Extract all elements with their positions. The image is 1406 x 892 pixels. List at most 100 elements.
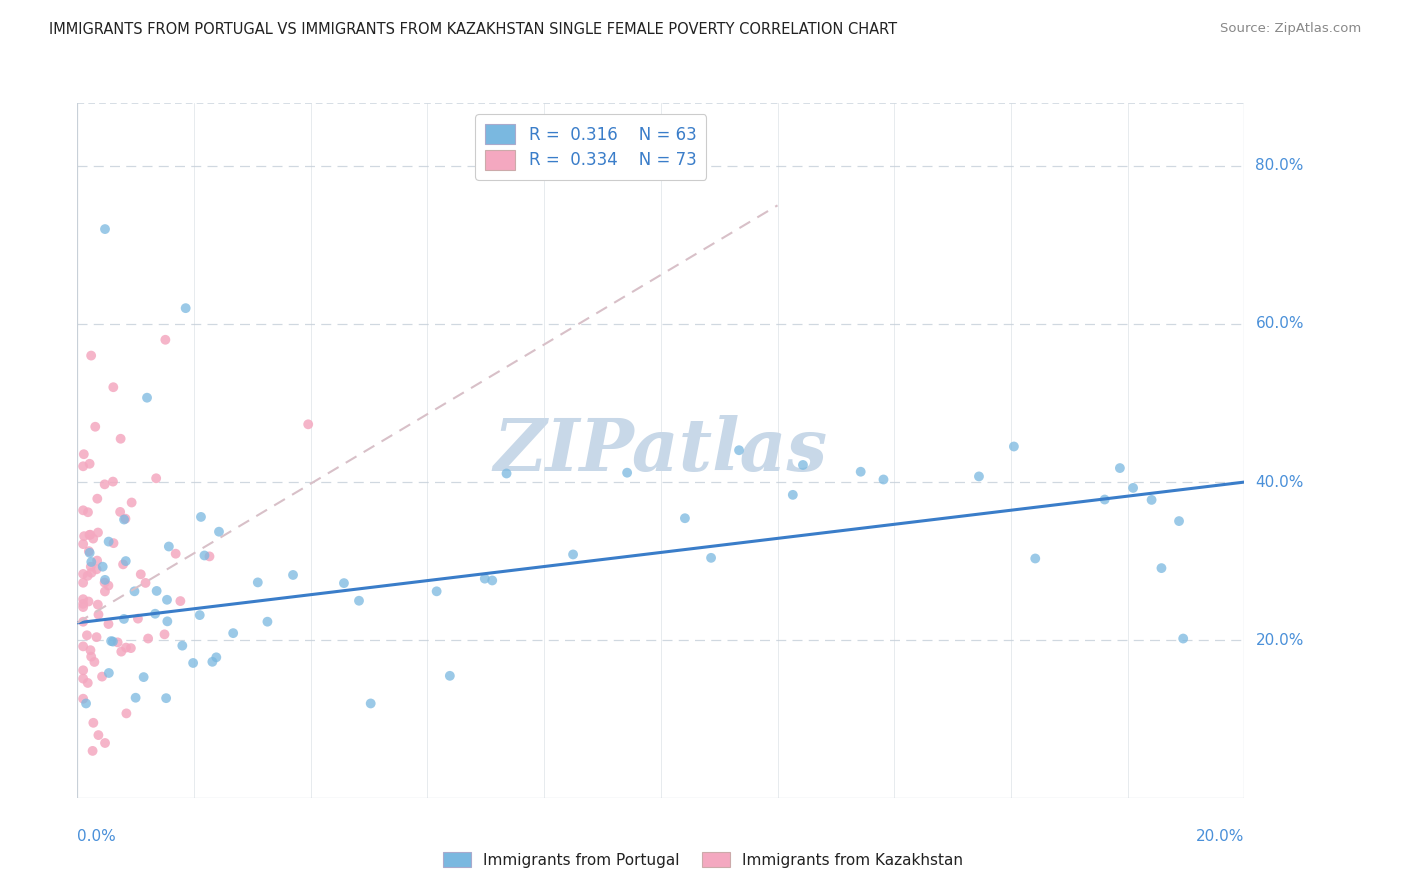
Point — [115, 706, 138, 721]
Point — [562, 548, 585, 562]
Point — [77, 594, 100, 608]
Point — [967, 469, 990, 483]
Point — [73, 447, 96, 461]
Point — [79, 643, 101, 657]
Point — [97, 617, 120, 632]
Point — [1150, 561, 1173, 575]
Point — [616, 466, 638, 480]
Point — [80, 649, 103, 664]
Point — [156, 592, 179, 607]
Point — [101, 634, 124, 648]
Point — [94, 584, 117, 599]
Point — [94, 222, 117, 236]
Point — [72, 537, 94, 551]
Point — [129, 567, 152, 582]
Point — [124, 584, 146, 599]
Point — [155, 691, 177, 706]
Point — [82, 715, 104, 730]
Point — [188, 608, 211, 623]
Point — [112, 612, 135, 626]
Point — [481, 574, 503, 588]
Point — [190, 510, 212, 524]
Point — [93, 477, 115, 491]
Point — [87, 607, 110, 622]
Text: Source: ZipAtlas.com: Source: ZipAtlas.com — [1220, 22, 1361, 36]
Point — [73, 529, 96, 543]
Point — [83, 655, 105, 669]
Point — [76, 569, 98, 583]
Point — [1173, 632, 1195, 646]
Point — [97, 665, 120, 680]
Point — [72, 672, 94, 686]
Point — [80, 559, 103, 574]
Point — [782, 488, 804, 502]
Point — [849, 465, 872, 479]
Point — [193, 549, 215, 563]
Text: 80.0%: 80.0% — [1256, 159, 1303, 173]
Point — [474, 572, 496, 586]
Text: 20.0%: 20.0% — [1256, 632, 1303, 648]
Point — [1140, 492, 1163, 507]
Point — [426, 584, 449, 599]
Point — [94, 573, 117, 587]
Point — [77, 505, 100, 519]
Text: 40.0%: 40.0% — [1256, 475, 1303, 490]
Point — [205, 650, 228, 665]
Point — [72, 566, 94, 581]
Point — [673, 511, 696, 525]
Point — [155, 333, 177, 347]
Point — [136, 632, 159, 646]
Point — [121, 495, 143, 509]
Point — [181, 656, 204, 670]
Point — [198, 549, 221, 564]
Point — [72, 600, 94, 615]
Point — [72, 459, 94, 474]
Point — [174, 301, 197, 315]
Point — [80, 349, 103, 363]
Text: 0.0%: 0.0% — [77, 829, 117, 844]
Point — [136, 391, 159, 405]
Point — [153, 627, 176, 641]
Point — [82, 744, 104, 758]
Point — [86, 553, 108, 567]
Point — [87, 525, 110, 540]
Point — [1002, 440, 1025, 454]
Point — [333, 576, 356, 591]
Legend: R =  0.316    N = 63, R =  0.334    N = 73: R = 0.316 N = 63, R = 0.334 N = 73 — [475, 114, 706, 179]
Text: 20.0%: 20.0% — [1197, 829, 1244, 844]
Point — [360, 697, 382, 711]
Point — [1094, 492, 1116, 507]
Point — [439, 669, 461, 683]
Point — [77, 544, 100, 558]
Point — [222, 626, 245, 640]
Point — [76, 628, 98, 642]
Point — [72, 640, 94, 654]
Point — [86, 630, 108, 644]
Point — [208, 524, 231, 539]
Point — [100, 634, 122, 648]
Point — [124, 690, 146, 705]
Point — [87, 728, 110, 742]
Point — [157, 540, 180, 554]
Point — [79, 546, 101, 560]
Point — [256, 615, 278, 629]
Point — [143, 607, 166, 621]
Point — [72, 592, 94, 607]
Point — [82, 532, 104, 546]
Point — [93, 575, 115, 590]
Point — [347, 593, 370, 607]
Point — [495, 467, 517, 481]
Point — [107, 635, 129, 649]
Point — [145, 471, 167, 485]
Point — [281, 568, 304, 582]
Text: IMMIGRANTS FROM PORTUGAL VS IMMIGRANTS FROM KAZAKHSTAN SINGLE FEMALE POVERTY COR: IMMIGRANTS FROM PORTUGAL VS IMMIGRANTS F… — [49, 22, 897, 37]
Point — [91, 670, 114, 684]
Point — [72, 691, 94, 706]
Point — [115, 640, 138, 655]
Point — [97, 534, 120, 549]
Point — [86, 491, 108, 506]
Point — [1168, 514, 1191, 528]
Point — [132, 670, 155, 684]
Point — [201, 655, 224, 669]
Point — [103, 380, 125, 394]
